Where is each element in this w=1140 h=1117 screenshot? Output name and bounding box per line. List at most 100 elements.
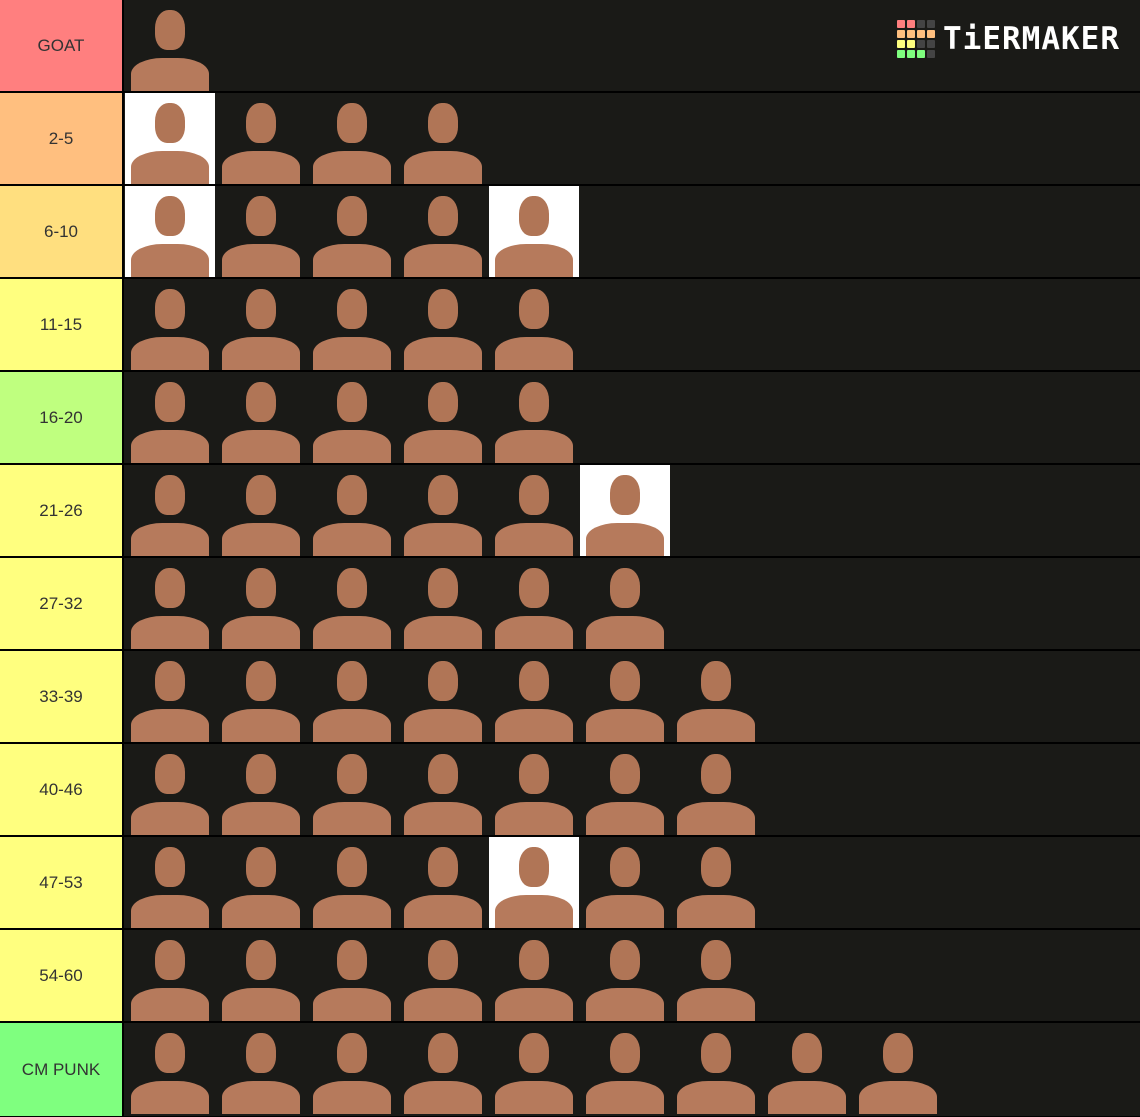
fighter-image[interactable] <box>489 279 579 370</box>
fighter-body <box>586 802 664 835</box>
fighter-image[interactable] <box>489 558 579 649</box>
tier-label[interactable]: CM PUNK <box>0 1023 124 1116</box>
fighter-image[interactable] <box>307 186 397 277</box>
fighter-body <box>495 337 573 370</box>
tier-label[interactable]: 6-10 <box>0 186 124 277</box>
fighter-image[interactable] <box>489 372 579 463</box>
fighter-body <box>313 151 391 184</box>
fighter-image[interactable] <box>125 279 215 370</box>
fighter-image[interactable] <box>216 930 306 1021</box>
fighter-image[interactable] <box>216 558 306 649</box>
fighter-image[interactable] <box>671 837 761 928</box>
fighter-image[interactable] <box>216 651 306 742</box>
fighter-image[interactable] <box>216 93 306 184</box>
fighter-image[interactable] <box>671 930 761 1021</box>
fighter-image[interactable] <box>489 651 579 742</box>
fighter-image[interactable] <box>398 651 488 742</box>
fighter-image[interactable] <box>307 279 397 370</box>
fighter-head <box>246 103 276 143</box>
fighter-image[interactable] <box>398 186 488 277</box>
fighter-image[interactable] <box>125 372 215 463</box>
fighter-image[interactable] <box>216 1023 306 1114</box>
fighter-body <box>222 616 300 649</box>
fighter-image[interactable] <box>125 837 215 928</box>
fighter-image[interactable] <box>307 930 397 1021</box>
fighter-image[interactable] <box>398 465 488 556</box>
fighter-image[interactable] <box>125 0 215 91</box>
tier-items <box>124 837 1140 928</box>
fighter-image[interactable] <box>580 837 670 928</box>
fighter-image[interactable] <box>671 651 761 742</box>
fighter-image[interactable] <box>307 1023 397 1114</box>
fighter-image[interactable] <box>216 744 306 835</box>
fighter-image[interactable] <box>307 651 397 742</box>
logo-square <box>927 50 936 58</box>
fighter-image[interactable] <box>307 837 397 928</box>
fighter-image[interactable] <box>307 372 397 463</box>
fighter-image[interactable] <box>398 930 488 1021</box>
fighter-image[interactable] <box>489 186 579 277</box>
fighter-image[interactable] <box>216 837 306 928</box>
fighter-image[interactable] <box>580 1023 670 1114</box>
tier-items <box>124 0 1140 91</box>
fighter-image[interactable] <box>489 465 579 556</box>
tier-label[interactable]: 21-26 <box>0 465 124 556</box>
fighter-head <box>428 103 458 143</box>
tier-row: 54-60 <box>0 930 1140 1023</box>
fighter-image[interactable] <box>398 744 488 835</box>
fighter-image[interactable] <box>125 186 215 277</box>
fighter-image[interactable] <box>580 930 670 1021</box>
fighter-image[interactable] <box>398 837 488 928</box>
fighter-image[interactable] <box>307 744 397 835</box>
fighter-image[interactable] <box>307 93 397 184</box>
fighter-image[interactable] <box>671 1023 761 1114</box>
fighter-image[interactable] <box>398 372 488 463</box>
fighter-head <box>337 1033 367 1073</box>
fighter-image[interactable] <box>125 465 215 556</box>
fighter-image[interactable] <box>489 744 579 835</box>
tier-label[interactable]: 2-5 <box>0 93 124 184</box>
fighter-image[interactable] <box>580 465 670 556</box>
fighter-image[interactable] <box>580 744 670 835</box>
fighter-head <box>337 568 367 608</box>
fighter-image[interactable] <box>398 279 488 370</box>
fighter-body <box>677 802 755 835</box>
fighter-head <box>155 568 185 608</box>
fighter-image[interactable] <box>671 744 761 835</box>
fighter-image[interactable] <box>489 1023 579 1114</box>
fighter-image[interactable] <box>216 372 306 463</box>
fighter-image[interactable] <box>489 837 579 928</box>
tier-row: 2-5 <box>0 93 1140 186</box>
fighter-image[interactable] <box>125 558 215 649</box>
fighter-image[interactable] <box>125 744 215 835</box>
fighter-image[interactable] <box>398 93 488 184</box>
fighter-image[interactable] <box>216 465 306 556</box>
fighter-body <box>131 523 209 556</box>
fighter-body <box>404 430 482 463</box>
fighter-image[interactable] <box>125 93 215 184</box>
fighter-head <box>701 754 731 794</box>
fighter-image[interactable] <box>398 558 488 649</box>
fighter-image[interactable] <box>398 1023 488 1114</box>
tier-label[interactable]: GOAT <box>0 0 124 91</box>
fighter-image[interactable] <box>125 930 215 1021</box>
tier-label[interactable]: 33-39 <box>0 651 124 742</box>
tier-label[interactable]: 11-15 <box>0 279 124 370</box>
tier-label[interactable]: 47-53 <box>0 837 124 928</box>
fighter-image[interactable] <box>216 279 306 370</box>
fighter-image[interactable] <box>307 558 397 649</box>
fighter-image[interactable] <box>853 1023 943 1114</box>
fighter-image[interactable] <box>580 558 670 649</box>
tier-items <box>124 744 1140 835</box>
fighter-image[interactable] <box>489 930 579 1021</box>
tier-label[interactable]: 54-60 <box>0 930 124 1021</box>
fighter-image[interactable] <box>216 186 306 277</box>
fighter-image[interactable] <box>762 1023 852 1114</box>
tier-label[interactable]: 16-20 <box>0 372 124 463</box>
tier-label[interactable]: 40-46 <box>0 744 124 835</box>
fighter-image[interactable] <box>307 465 397 556</box>
fighter-image[interactable] <box>125 1023 215 1114</box>
fighter-image[interactable] <box>580 651 670 742</box>
fighter-image[interactable] <box>125 651 215 742</box>
tier-label[interactable]: 27-32 <box>0 558 124 649</box>
